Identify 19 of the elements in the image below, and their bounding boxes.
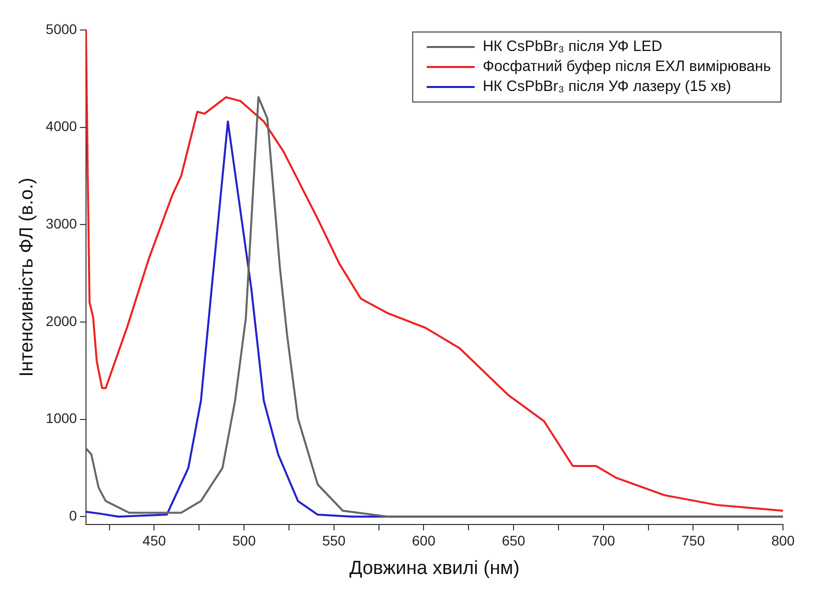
y-tick-label: 0 <box>69 507 78 524</box>
x-tick-label: 600 <box>412 532 436 549</box>
x-tick-label: 500 <box>232 532 256 549</box>
legend-label: Фосфатний буфер після ЕХЛ вимірювань <box>482 58 772 76</box>
y-tick-label: 4000 <box>46 118 78 134</box>
legend-label: НК CsPbBr₃ після УФ LED <box>482 38 662 56</box>
legend-label: НК CsPbBr₃ після УФ лазеру (15 хв) <box>482 78 732 96</box>
y-axis-title: Інтенсивність ФЛ (в.о.) <box>16 178 38 377</box>
y-tick-label: 5000 <box>46 20 78 37</box>
x-tick-label: 650 <box>502 532 526 549</box>
x-tick-label: 700 <box>592 532 616 549</box>
x-axis-title: Довжина хвилі (нм) <box>349 558 520 579</box>
x-tick-label: 450 <box>142 532 166 549</box>
x-tick-label: 800 <box>771 532 795 549</box>
y-tick-label: 2000 <box>46 312 78 329</box>
y-tick-label: 1000 <box>46 410 78 426</box>
x-tick-label: 550 <box>322 532 346 549</box>
x-tick-label: 750 <box>681 532 706 549</box>
y-tick-label: 3000 <box>46 216 78 232</box>
